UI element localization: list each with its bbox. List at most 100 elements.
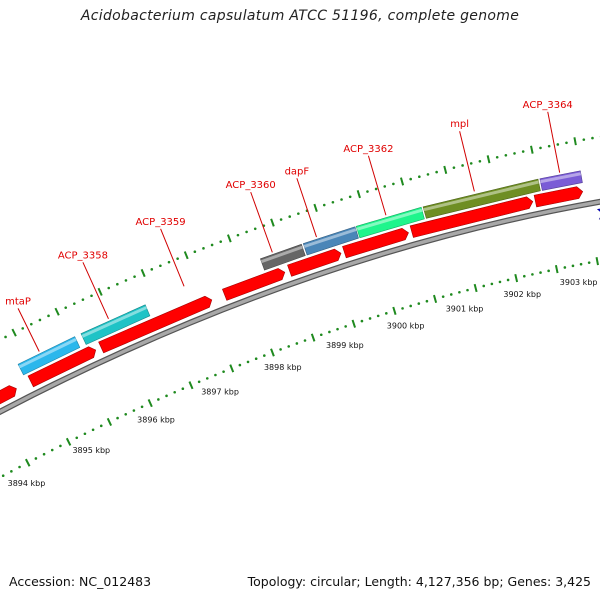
track-dot	[360, 319, 364, 323]
track-dot	[461, 164, 464, 167]
track-dot	[385, 312, 388, 315]
gene-labels: mtaP ACP_3358 ACP_3359 ACP_3360 dapF ACP_3362…	[5, 100, 573, 352]
cds-arrow	[342, 227, 409, 259]
track-dot	[319, 333, 323, 337]
track-dot	[288, 215, 292, 218]
track-dot	[173, 390, 176, 394]
cds-arrow	[287, 248, 342, 277]
track-dot	[238, 363, 242, 367]
gene-label-leader	[17, 308, 40, 352]
track-tick	[188, 381, 194, 390]
coordinate-tick-label: 3897 kbp	[201, 388, 239, 397]
track-dot	[1, 474, 5, 477]
track-dot	[506, 278, 510, 282]
track-tick	[514, 273, 519, 283]
track-dot	[297, 212, 300, 215]
track-dot	[246, 360, 250, 364]
track-dot	[210, 243, 214, 247]
coordinate-tick-label: 3902 kbp	[503, 290, 541, 299]
track-dot	[409, 177, 412, 181]
track-tick	[229, 364, 235, 373]
map-title: Acidobacterium capsulatum ATCC 51196, co…	[80, 8, 520, 24]
track-dot	[374, 187, 378, 191]
track-dot	[466, 288, 469, 292]
track-dot	[116, 282, 119, 286]
track-dot	[587, 261, 591, 264]
coordinate-tick-label: 3903 kbp	[560, 278, 598, 287]
gene-label-leader	[547, 111, 561, 173]
track-dot	[167, 260, 171, 264]
gene-block-highlight	[18, 338, 77, 369]
track-dot	[30, 322, 33, 326]
gene-label: dapF	[285, 166, 310, 177]
gene-label-leader	[459, 131, 475, 192]
coordinate-tick-label: 3900 kbp	[387, 321, 425, 330]
track-dot	[336, 327, 339, 331]
gene-label: ACP_3362	[343, 144, 393, 155]
track-dot	[124, 412, 128, 416]
gene-label: ACP_3364	[523, 100, 573, 111]
track-dot	[214, 373, 217, 377]
track-dot	[253, 227, 257, 231]
track-dot	[116, 416, 119, 420]
track-dot	[81, 298, 85, 301]
track-tick	[530, 145, 534, 154]
track-dot	[91, 428, 95, 432]
track-tick	[270, 348, 275, 357]
track-dot	[495, 155, 499, 159]
track-dot	[401, 307, 404, 310]
track-tick	[473, 283, 478, 293]
track-dot	[458, 290, 461, 294]
cds-track	[0, 186, 600, 405]
track-dot	[263, 354, 266, 357]
track-tick	[106, 417, 113, 427]
track-dot	[193, 250, 197, 254]
track-dot	[556, 143, 560, 146]
track-dot	[157, 398, 160, 401]
track-dot	[107, 286, 111, 290]
cds-arrow	[0, 385, 17, 405]
track-dot	[245, 230, 248, 234]
track-dot	[348, 195, 352, 199]
coordinate-ticks: 3894 kbp 3895 kbp 3896 kbp 3897 kbp 3898 kbp…	[8, 278, 598, 488]
track-dot	[73, 302, 76, 305]
track-dot	[591, 136, 594, 140]
track-tick	[486, 155, 491, 164]
cds-arrow	[533, 186, 584, 208]
track-tick	[310, 333, 316, 342]
track-dot	[219, 240, 223, 243]
track-dot	[579, 262, 583, 266]
track-dot	[150, 268, 154, 271]
coordinate-tick-label: 3898 kbp	[264, 363, 302, 372]
gene-label: ACP_3360	[226, 180, 276, 191]
track-dot	[159, 264, 162, 268]
track-dot	[331, 200, 335, 204]
track-tick	[11, 328, 17, 337]
track-dot	[181, 387, 185, 391]
gene-label-leader	[367, 155, 387, 216]
track-dot	[498, 280, 502, 284]
coordinate-tick-label: 3894 kbp	[8, 479, 46, 488]
track-dot	[176, 257, 179, 260]
track-dot	[531, 273, 534, 276]
track-dot	[21, 327, 25, 330]
gene-block-highlight	[81, 306, 147, 338]
track-tick	[554, 265, 559, 274]
track-dot	[376, 314, 380, 318]
track-dot	[469, 162, 473, 165]
track-dot	[287, 345, 291, 348]
track-dot	[366, 190, 369, 193]
accession-text: Accession: NC_012483	[9, 574, 152, 589]
cds-arrow	[222, 268, 286, 301]
track-dot	[547, 269, 550, 273]
track-dot	[254, 357, 258, 361]
track-tick	[270, 218, 275, 227]
gene-block-highlight	[356, 208, 423, 231]
coordinate-tick-label: 3895 kbp	[72, 446, 110, 455]
track-dot	[124, 279, 128, 282]
outer-dotted-track	[4, 135, 600, 339]
inner-dotted-track	[1, 257, 599, 477]
backbone	[0, 198, 600, 416]
track-tick	[432, 294, 438, 304]
track-tick	[140, 268, 146, 278]
